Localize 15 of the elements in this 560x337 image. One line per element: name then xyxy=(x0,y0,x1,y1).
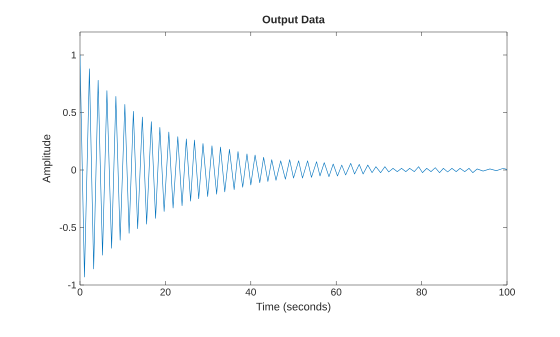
x-tick-label: 100 xyxy=(499,288,515,296)
x-tick-label: 80 xyxy=(416,288,427,296)
x-tick-label: 20 xyxy=(160,288,171,296)
y-tick-label: 0.5 xyxy=(63,108,76,116)
y-tick-label: -1 xyxy=(68,282,76,288)
x-tick-label: 60 xyxy=(331,288,342,296)
x-tick-label: 0 xyxy=(78,288,82,296)
chart-title: Output Data xyxy=(262,16,325,26)
y-tick-label: 1 xyxy=(72,52,76,58)
y-axis-title: Amplitude xyxy=(42,134,52,183)
y-tick-label: -0.5 xyxy=(60,224,76,232)
x-axis-title: Time (seconds) xyxy=(256,302,330,313)
y-tick-label: 0 xyxy=(71,166,76,174)
x-tick-label: 40 xyxy=(246,288,256,296)
line-series xyxy=(80,54,508,278)
